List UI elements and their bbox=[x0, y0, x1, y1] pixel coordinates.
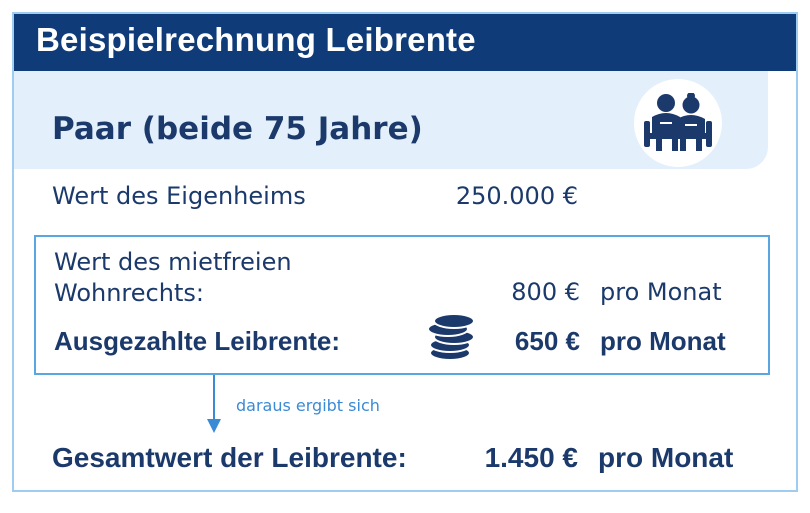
total-unit: pro Monat bbox=[598, 442, 734, 473]
arrow-down-icon bbox=[207, 375, 221, 433]
couple-icon bbox=[644, 93, 712, 151]
rente-unit: pro Monat bbox=[600, 326, 726, 356]
wohnrecht-label-line2: Wohnrechts: bbox=[54, 279, 204, 307]
header-title: Beispielrechnung Leibrente bbox=[36, 21, 476, 58]
home-label: Wert des Eigenheims bbox=[52, 182, 306, 210]
rente-value: 650 € bbox=[514, 326, 580, 356]
leibrente-card: Beispielrechnung Leibrente Paar (beide 7… bbox=[12, 12, 798, 492]
header-bar: Beispielrechnung Leibrente bbox=[14, 14, 796, 71]
avatar bbox=[634, 79, 722, 167]
rente-box: Wert des mietfreien Wohnrechts: 800 € pr… bbox=[34, 235, 770, 375]
coins-icon bbox=[427, 313, 475, 361]
rente-label: Ausgezahlte Leibrente: bbox=[54, 326, 341, 356]
home-value: 250.000 € bbox=[455, 182, 578, 210]
total-label: Gesamtwert der Leibrente: bbox=[52, 442, 407, 473]
wohnrecht-label-line1: Wert des mietfreien bbox=[54, 248, 292, 276]
wohnrecht-value: 800 € bbox=[511, 278, 580, 306]
wohnrecht-unit: pro Monat bbox=[600, 278, 722, 306]
couple-title: Paar (beide 75 Jahre) bbox=[52, 111, 423, 147]
wohnrecht-label: Wert des mietfreien Wohnrechts: bbox=[54, 247, 292, 309]
arrow-text: daraus ergibt sich bbox=[236, 396, 380, 415]
total-value: 1.450 € bbox=[484, 442, 578, 473]
couple-panel: Paar (beide 75 Jahre) bbox=[14, 71, 768, 169]
